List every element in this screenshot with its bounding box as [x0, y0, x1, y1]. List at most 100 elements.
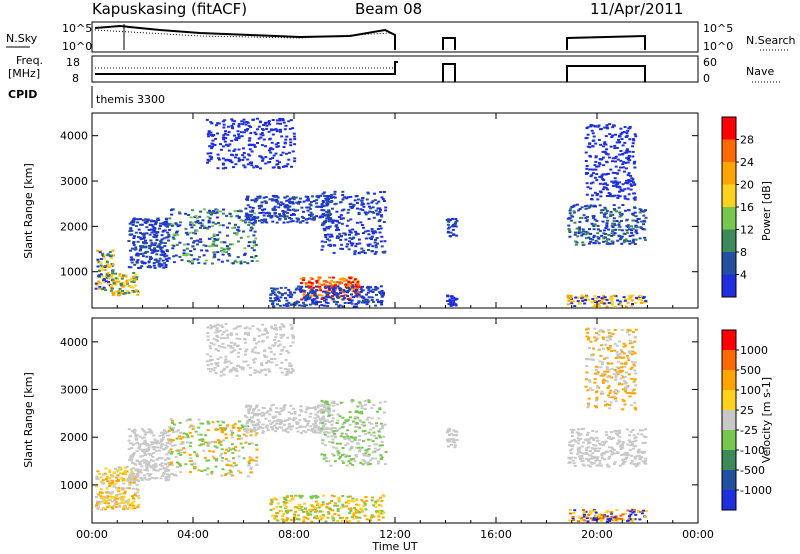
velocity-echo-cell: [284, 374, 288, 376]
velocity-echo-cell: [319, 515, 323, 518]
power-echo-cell: [362, 299, 365, 302]
power-echo-cell: [228, 254, 232, 257]
power-echo-cell: [326, 233, 330, 236]
power-echo-cell: [598, 175, 602, 178]
velocity-echo-cell: [165, 442, 169, 444]
velocity-echo-cell: [347, 437, 351, 440]
velocity-echo-cell: [600, 344, 604, 347]
velocity-echo-cell: [623, 403, 627, 406]
velocity-echo-cell: [308, 407, 312, 410]
power-echo-cell: [626, 174, 630, 177]
power-echo-cell: [136, 236, 140, 239]
velocity-echo-cell: [341, 423, 345, 426]
velocity-echo-cell: [617, 390, 621, 393]
power-echo-cell: [206, 133, 210, 136]
power-echo-cell: [639, 302, 643, 304]
velocity-echo-cell: [612, 449, 616, 452]
velocity-echo-cell: [159, 431, 163, 434]
velocity-echo-cell: [206, 332, 210, 334]
power-echo-cell: [618, 215, 622, 218]
velocity-echo-cell: [618, 429, 622, 432]
power-echo-cell: [590, 198, 593, 200]
velocity-echo-cell: [374, 437, 378, 440]
power-echo-cell: [322, 304, 326, 307]
velocity-echo-cell: [629, 513, 633, 516]
power-echo-cell: [207, 131, 211, 134]
power-echo-cell: [379, 240, 383, 243]
velocity-echo-cell: [368, 462, 372, 465]
power-echo-cell: [340, 295, 344, 298]
power-echo-cell: [354, 290, 358, 293]
velocity-echo-cell: [210, 363, 214, 366]
velocity-echo-cell: [247, 460, 251, 463]
power-echo-cell: [597, 138, 601, 141]
power-echo-cell: [293, 143, 297, 146]
velocity-echo-cell: [152, 448, 156, 451]
power-echo-cell: [582, 298, 586, 301]
power-echo-cell: [282, 121, 286, 124]
power-echo-cell: [276, 119, 279, 122]
velocity-echo-cell: [177, 452, 181, 455]
power-echo-cell: [347, 302, 351, 304]
power-echo-cell: [265, 124, 269, 127]
power-echo-cell: [332, 286, 336, 289]
power-echo-cell: [166, 231, 170, 234]
velocity-echo-cell: [592, 443, 596, 446]
velocity-echo-cell: [302, 519, 306, 521]
power-echo-cell: [242, 230, 245, 233]
power-echo-cell: [626, 129, 630, 132]
velocity-echo-cell: [197, 469, 201, 472]
velocity-echo-cell: [624, 344, 628, 347]
power-echo-cell: [241, 219, 245, 222]
velocity-echo-cell: [273, 430, 277, 433]
power-echo-cell: [324, 287, 328, 289]
power-echo-cell: [141, 219, 145, 222]
power-echo-cell: [613, 224, 617, 227]
velocity-echo-cell: [105, 475, 109, 478]
velocity-echo-cell: [299, 495, 302, 498]
power-echo-cell: [308, 217, 311, 220]
velocity-echo-cell: [373, 447, 377, 450]
power-echo-cell: [310, 283, 314, 286]
velocity-echo-cell: [584, 358, 588, 360]
velocity-echo-cell: [579, 433, 583, 436]
power-echo-cell: [612, 184, 616, 187]
velocity-echo-cell: [257, 340, 261, 343]
power-echo-cell: [178, 224, 182, 227]
velocity-echo-cell: [621, 442, 625, 445]
velocity-echo-cell: [267, 360, 271, 363]
velocity-echo-cell: [114, 467, 117, 470]
power-echo-cell: [252, 249, 256, 252]
power-echo-cell: [598, 299, 602, 302]
power-echo-cell: [211, 262, 214, 265]
cpid-value: themis 3300: [96, 93, 165, 106]
velocity-echo-cell: [121, 499, 125, 502]
power-echo-cell: [289, 138, 292, 141]
power-echo-cell: [174, 222, 178, 225]
power-echo-cell: [357, 285, 360, 288]
power-echo-cell: [291, 208, 295, 211]
velocity-echo-cell: [95, 475, 99, 478]
power-echo-cell: [129, 256, 133, 259]
power-echo-cell: [348, 240, 352, 243]
power-echo-cell: [583, 205, 587, 208]
power-echo-cell: [246, 158, 250, 161]
power-echo-cell: [329, 196, 333, 199]
velocity-echo-cell: [373, 450, 377, 453]
velocity-echo-cell: [234, 446, 238, 448]
power-echo-cell: [329, 288, 333, 291]
power-echo-cell: [235, 153, 238, 156]
power-echo-cell: [630, 231, 634, 234]
velocity-echo-cell: [327, 460, 331, 463]
velocity-echo-cell: [328, 508, 332, 511]
power-echo-cell: [154, 242, 158, 245]
power-echo-cell: [621, 163, 625, 166]
velocity-echo-cell: [605, 463, 609, 466]
velocity-echo-cell: [583, 519, 587, 522]
velocity-echo-cell: [287, 509, 291, 512]
velocity-echo-cell: [95, 485, 99, 488]
power-echo-cell: [596, 303, 600, 306]
velocity-echo-cell: [338, 457, 342, 460]
power-echo-cell: [586, 145, 590, 148]
velocity-echo-cell: [332, 495, 336, 498]
